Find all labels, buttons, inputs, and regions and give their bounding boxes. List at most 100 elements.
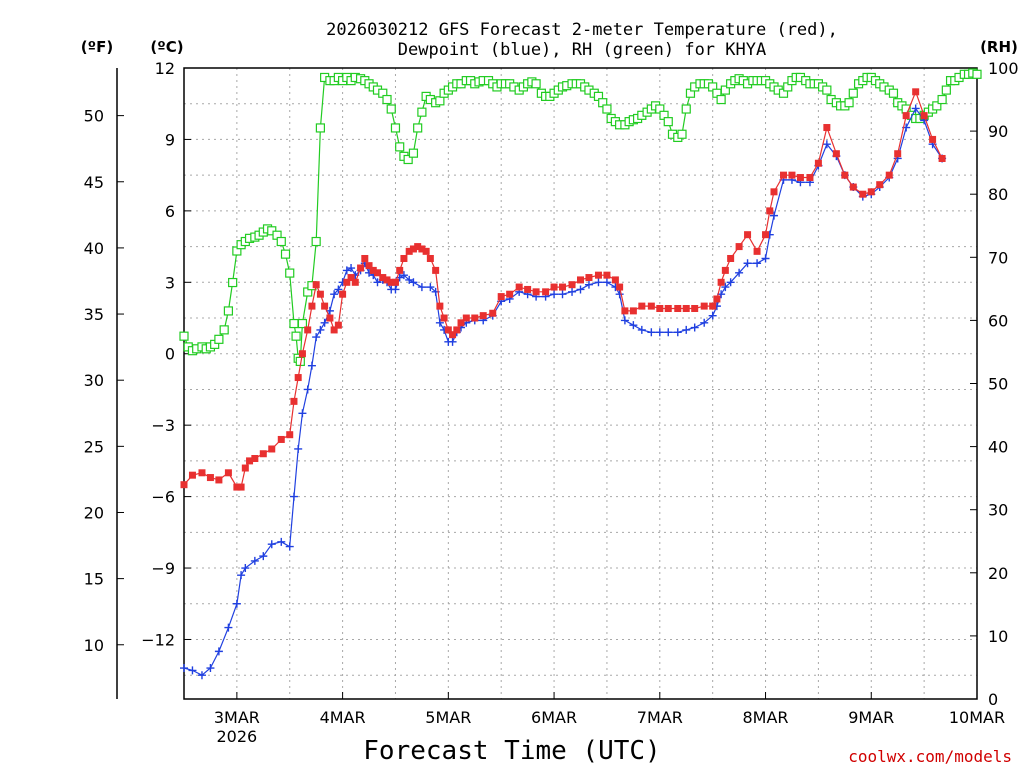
data-point-rh [223, 306, 234, 316]
data-point-temperature [894, 150, 902, 158]
y-tick-label-fahrenheit: 30 [84, 371, 104, 390]
data-point-temperature [444, 326, 452, 334]
x-tick-label: 10MAR [949, 708, 1005, 727]
data-point-dewpoint [673, 328, 682, 337]
data-point-dewpoint [448, 337, 457, 346]
data-point-temperature [188, 471, 196, 479]
data-point-rh [382, 94, 392, 105]
y-tick-label-celsius: −9 [151, 559, 175, 578]
data-point-dewpoint [655, 328, 664, 337]
data-point-rh [932, 101, 942, 111]
data-point-temperature [682, 304, 690, 312]
y-tick-label-rh: 50 [988, 375, 1008, 394]
data-point-rh [390, 123, 401, 133]
series-dewpoint [180, 104, 947, 680]
data-point-dewpoint [277, 537, 286, 546]
data-point-dewpoint [584, 280, 593, 289]
data-point-rh [311, 236, 321, 247]
data-point-temperature [577, 276, 584, 284]
y-tick-label-celsius: 6 [165, 202, 175, 221]
data-point-temperature [559, 283, 567, 291]
data-point-rh [602, 104, 612, 114]
data-point-temperature [237, 483, 245, 491]
data-point-dewpoint [334, 285, 343, 294]
data-point-temperature [902, 112, 910, 120]
data-point-rh [844, 98, 854, 108]
data-point-temperature [241, 464, 249, 472]
y-tick-label-fahrenheit: 50 [84, 107, 104, 126]
data-point-temperature [414, 243, 422, 251]
data-point-temperature [379, 274, 387, 282]
data-point-dewpoint [708, 311, 717, 320]
y-tick-label-rh: 10 [988, 627, 1008, 646]
data-point-dewpoint [558, 290, 567, 299]
data-point-rh [403, 154, 413, 165]
x-tick-label: 8MAR [743, 708, 789, 727]
data-point-dewpoint [637, 325, 646, 334]
y-tick-label-rh: 20 [988, 564, 1008, 583]
data-point-temperature [277, 435, 285, 443]
x-tick-sublabel: 2026 [217, 727, 258, 746]
data-point-temperature [304, 326, 312, 334]
unit-label-fahrenheit: (ºF) [81, 38, 113, 56]
data-point-temperature [330, 326, 338, 334]
data-point-temperature [647, 302, 655, 310]
data-point-rh [888, 88, 899, 98]
data-point-temperature [788, 171, 796, 179]
data-point-temperature [542, 288, 550, 296]
x-tick-label: 3MAR [214, 708, 260, 727]
y-tick-label-rh: 30 [988, 501, 1008, 520]
data-point-dewpoint [197, 671, 206, 680]
data-point-rh [716, 94, 726, 105]
data-point-dewpoint [347, 264, 356, 273]
x-tick-label: 7MAR [637, 708, 683, 727]
data-point-dewpoint [726, 278, 735, 287]
data-point-dewpoint [602, 278, 611, 287]
data-point-dewpoint [594, 278, 603, 287]
data-point-temperature [387, 278, 395, 286]
data-point-dewpoint [615, 290, 624, 299]
data-point-temperature [351, 278, 359, 286]
y-tick-label-fahrenheit: 40 [84, 239, 104, 258]
data-point-rh [822, 85, 832, 95]
data-point-rh [417, 107, 427, 117]
data-point-temperature [215, 476, 223, 484]
data-point-temperature [432, 266, 440, 274]
data-point-dewpoint [214, 647, 223, 656]
data-point-dewpoint [307, 361, 316, 370]
data-point-temperature [365, 262, 373, 270]
data-point-temperature [814, 159, 822, 167]
data-point-dewpoint [576, 285, 585, 294]
unit-label-celsius: (ºC) [150, 38, 183, 56]
data-point-temperature [780, 171, 788, 179]
data-point-dewpoint [330, 290, 339, 299]
data-point-temperature [298, 350, 306, 358]
y-tick-label-celsius: 9 [165, 130, 175, 149]
data-point-temperature [198, 469, 206, 477]
data-point-dewpoint [568, 287, 577, 296]
data-point-dewpoint [232, 599, 241, 608]
data-point-temperature [316, 290, 324, 298]
data-point-temperature [735, 243, 743, 251]
y-tick-label-fahrenheit: 35 [84, 305, 104, 324]
data-point-temperature [912, 88, 920, 96]
data-point-rh [663, 117, 673, 127]
data-point-rh [297, 318, 308, 329]
y-tick-label-rh: 90 [988, 122, 1008, 141]
data-point-temperature [603, 271, 611, 279]
data-point-temperature [664, 304, 672, 312]
credit-text: coolwx.com/models [848, 747, 1012, 766]
data-point-temperature [849, 183, 857, 191]
data-point-temperature [373, 269, 381, 277]
data-point-dewpoint [550, 290, 559, 299]
data-point-dewpoint [294, 444, 303, 453]
y-tick-label-fahrenheit: 45 [84, 173, 104, 192]
data-point-temperature [876, 181, 884, 189]
data-point-temperature [550, 283, 558, 291]
data-point-temperature [691, 304, 699, 312]
data-point-temperature [929, 135, 937, 143]
data-point-temperature [796, 174, 804, 182]
data-point-temperature [259, 450, 267, 458]
x-axis-label: Forecast Time (UTC) [363, 736, 660, 766]
y-tick-label-celsius: −6 [151, 488, 175, 507]
